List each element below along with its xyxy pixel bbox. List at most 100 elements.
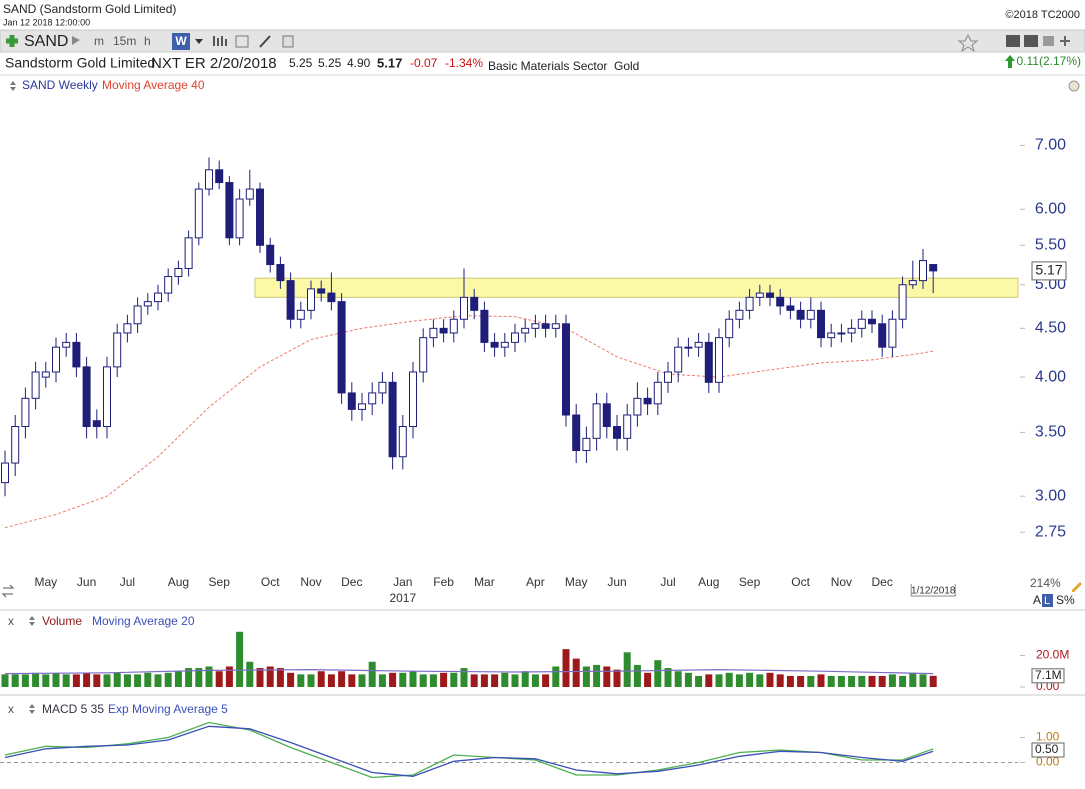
x-tick-label: Aug [698, 575, 719, 589]
high: 5.25 [318, 56, 342, 70]
candle-body [358, 403, 366, 410]
candle-body [531, 323, 540, 329]
candle-body [419, 337, 428, 373]
volume-bar [572, 658, 580, 687]
open: 5.25 [289, 56, 313, 70]
volume-bar [307, 674, 315, 687]
candle-body [347, 392, 356, 410]
volume-bar [338, 671, 346, 687]
zoom: 214% [1030, 576, 1061, 590]
y-tick-label: 3.50 [1035, 424, 1066, 441]
volume-bar [644, 672, 652, 687]
symbol[interactable]: SAND [24, 33, 68, 50]
candle-body [460, 296, 468, 320]
y-tick-label: 20.0M [1036, 648, 1069, 662]
value-box-label: 0.50 [1035, 742, 1059, 756]
chart-style-icon[interactable] [213, 36, 227, 46]
pencil-icon[interactable] [1072, 582, 1082, 592]
icon[interactable] [1006, 35, 1020, 47]
candle-body [664, 371, 672, 383]
candle-body [500, 341, 509, 348]
icon[interactable] [72, 36, 80, 45]
candle-body [633, 397, 642, 416]
move-icon[interactable] [29, 616, 35, 626]
move-icon[interactable] [10, 81, 16, 91]
candle-body [602, 403, 611, 428]
volume-bar [93, 674, 101, 687]
candle-body [123, 323, 132, 334]
volume-bar [786, 675, 794, 687]
dropdown[interactable] [195, 39, 203, 44]
close-button[interactable]: x [8, 614, 14, 628]
earnings-date: NXT ER 2/20/2018 [151, 55, 277, 72]
volume-bar [542, 674, 550, 687]
line-series [4, 668, 934, 675]
candle-body [103, 366, 111, 428]
candle-body [409, 371, 417, 428]
volume-bar [62, 674, 70, 687]
candle-body [806, 309, 815, 320]
timeframe-selected[interactable] [172, 33, 190, 50]
y-tick-label: 2.75 [1035, 523, 1066, 540]
sector: Basic Materials Sector [488, 59, 607, 73]
x-tick-label: Mar [474, 575, 495, 589]
volume-bar [399, 672, 407, 687]
scale-button[interactable]: L [1044, 595, 1050, 607]
scale-button[interactable]: A [1033, 593, 1041, 607]
y-tick-label: 4.50 [1035, 320, 1066, 337]
volume-bar [164, 672, 172, 687]
volume-bar [327, 674, 335, 687]
volume-bar [735, 674, 743, 687]
volume-bar [450, 672, 458, 687]
year-label: 2017 [389, 591, 416, 605]
candle-body [480, 309, 489, 343]
icon[interactable] [235, 35, 249, 48]
star-icon[interactable] [957, 33, 979, 53]
candle-body [337, 301, 346, 394]
icon[interactable] [1024, 35, 1038, 47]
candle-body [174, 267, 183, 278]
candle-body [796, 309, 805, 320]
timestamp: Jan 12 2018 12:00:00 [3, 17, 90, 27]
icon[interactable] [282, 35, 294, 48]
volume-bar [746, 672, 754, 687]
candle-body [205, 169, 213, 190]
close-button[interactable]: x [8, 702, 14, 716]
icon[interactable] [1060, 36, 1070, 46]
candle-body [592, 403, 601, 439]
volume-bar [491, 674, 499, 687]
x-tick-label: Feb [433, 575, 454, 589]
add-icon[interactable] [6, 35, 18, 47]
icon[interactable] [1043, 36, 1054, 46]
candle-body [143, 301, 152, 307]
volume-bar [460, 668, 468, 687]
x-tick-label: May [34, 575, 57, 589]
candle-body [154, 292, 162, 303]
timeframe[interactable]: W [175, 34, 187, 48]
draw-icon[interactable] [259, 35, 271, 48]
highlight-band [254, 277, 1019, 298]
candle-body [786, 305, 795, 311]
candle-body [470, 296, 479, 311]
volume-bar [154, 674, 162, 687]
move-icon[interactable] [29, 704, 35, 714]
volume-bar [480, 674, 488, 687]
timeframe[interactable]: m [94, 34, 104, 48]
scale-button-bg[interactable] [1042, 594, 1053, 607]
candle-body [439, 327, 448, 334]
candle-body [449, 318, 458, 334]
volume-bar [827, 675, 835, 687]
refresh-icon[interactable] [1, 584, 15, 598]
timeframe[interactable]: h [144, 34, 151, 48]
volume-bar [613, 669, 621, 687]
volume-bar [378, 674, 386, 687]
line-series [4, 315, 934, 529]
settings-icon[interactable] [1068, 80, 1080, 92]
volume-bar [276, 668, 284, 687]
volume-bar [868, 675, 876, 687]
candle-body [766, 292, 774, 298]
candle-body [582, 437, 591, 452]
scale-button[interactable]: S% [1056, 593, 1075, 607]
timeframe[interactable]: 15m [113, 34, 136, 48]
change-percent: -1.34% [445, 56, 483, 70]
